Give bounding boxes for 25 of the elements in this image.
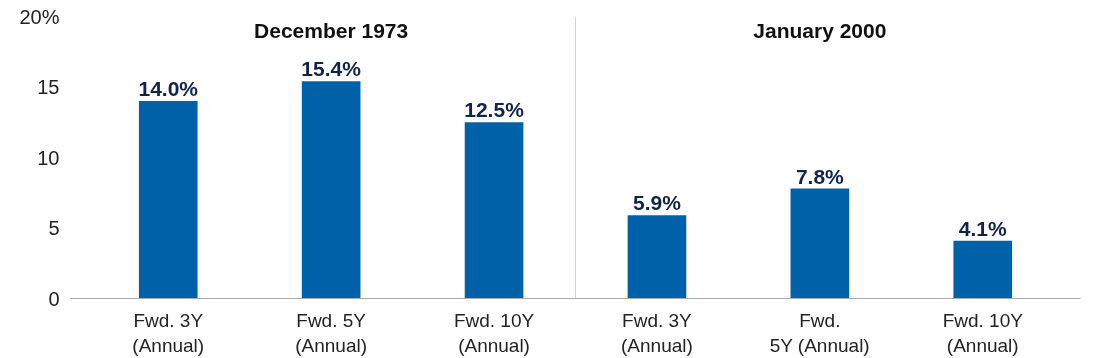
bar <box>464 122 524 299</box>
bar <box>301 81 361 299</box>
y-tick-label: 15 <box>37 76 60 98</box>
x-tick-label: Fwd. 3Y (Annual) <box>132 309 205 356</box>
bar <box>953 240 1013 299</box>
x-tick-label: Fwd. 10Y (Annual) <box>942 309 1024 356</box>
y-tick-label: 10 <box>37 146 60 169</box>
data-label: 15.4% <box>301 57 362 81</box>
data-label: 4.1% <box>958 216 1008 240</box>
x-tick-label: Fwd. 5Y (Annual) <box>295 309 368 356</box>
data-label: 7.8% <box>795 164 845 188</box>
x-tick-label: Fwd. 5Y (Annual) <box>769 309 870 356</box>
y-tick-label: 0 <box>48 287 60 310</box>
data-label: 12.5% <box>464 98 525 122</box>
data-label: 5.9% <box>633 191 682 215</box>
x-tick-label: Fwd. 10Y (Annual) <box>453 309 535 356</box>
annotation: December 1973 <box>254 18 409 42</box>
y-tick-label: 20% <box>19 5 60 28</box>
bar <box>138 101 198 299</box>
y-tick-label: 5 <box>48 217 60 239</box>
bar <box>790 188 850 299</box>
x-tick-label: Fwd. 3Y (Annual) <box>621 309 693 356</box>
data-label: 14.0% <box>138 77 199 101</box>
annotation: January 2000 <box>753 18 887 42</box>
bar <box>627 215 687 299</box>
